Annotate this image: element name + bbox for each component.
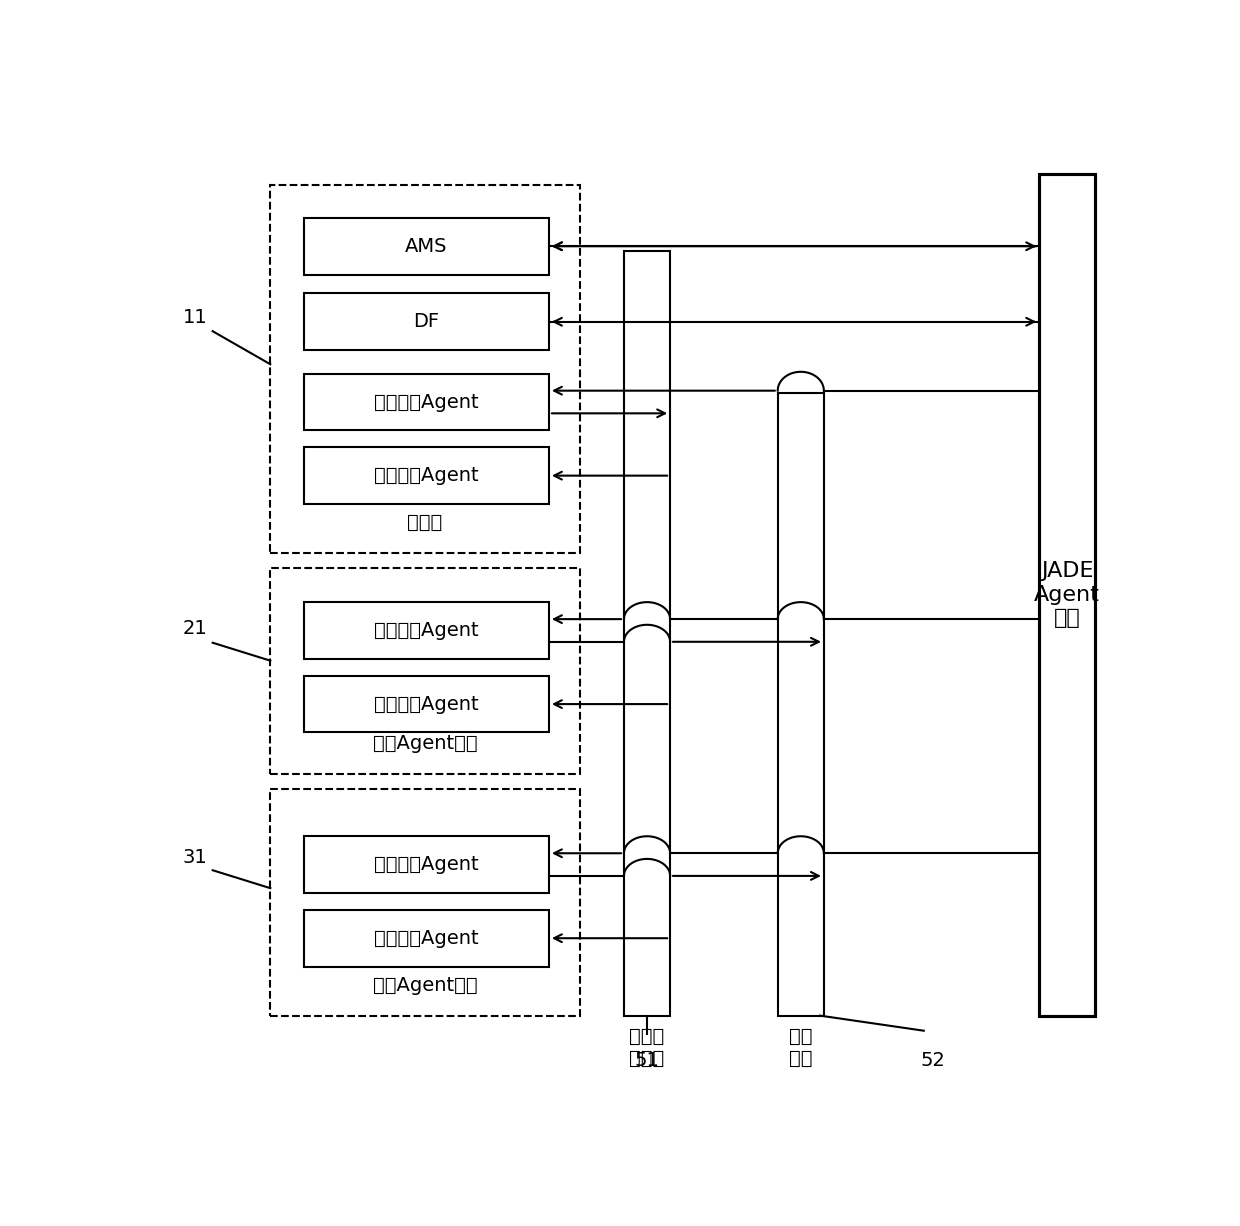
Text: JADE
Agent
框架: JADE Agent 框架: [1034, 562, 1100, 628]
Text: 决策
交换: 决策 交换: [789, 1027, 812, 1068]
Bar: [270, 568, 580, 774]
Bar: [304, 374, 549, 430]
Bar: [304, 293, 549, 351]
Bar: [304, 676, 549, 732]
Text: 51: 51: [635, 1052, 660, 1070]
Bar: [304, 447, 549, 504]
Text: 第一Agent容器: 第一Agent容器: [373, 734, 477, 753]
Text: 第二Agent容器: 第二Agent容器: [373, 976, 477, 994]
Bar: [304, 910, 549, 966]
Bar: [270, 790, 580, 1015]
Bar: [304, 602, 549, 658]
Text: AMS: AMS: [405, 237, 448, 256]
Text: 第二基本Agent: 第二基本Agent: [374, 620, 479, 640]
Text: 电气数
据交换: 电气数 据交换: [630, 1027, 665, 1068]
Bar: [624, 251, 670, 1015]
Text: 第一基本Agent: 第一基本Agent: [374, 392, 479, 412]
Text: DF: DF: [413, 313, 439, 331]
Text: 单元电气Agent: 单元电气Agent: [374, 929, 479, 948]
Text: 第三基本Agent: 第三基本Agent: [374, 855, 479, 874]
Bar: [270, 185, 580, 553]
Text: 52: 52: [921, 1052, 946, 1070]
Text: 11: 11: [184, 308, 208, 326]
Text: 31: 31: [184, 847, 208, 867]
Text: 21: 21: [184, 619, 208, 638]
Bar: [1039, 174, 1095, 1015]
Text: 单元电气Agent: 单元电气Agent: [374, 695, 479, 714]
Bar: [304, 218, 549, 275]
Bar: [777, 392, 823, 1015]
Text: 聚合电气Agent: 聚合电气Agent: [374, 466, 479, 485]
Text: 主容器: 主容器: [408, 514, 443, 532]
Bar: [304, 836, 549, 893]
